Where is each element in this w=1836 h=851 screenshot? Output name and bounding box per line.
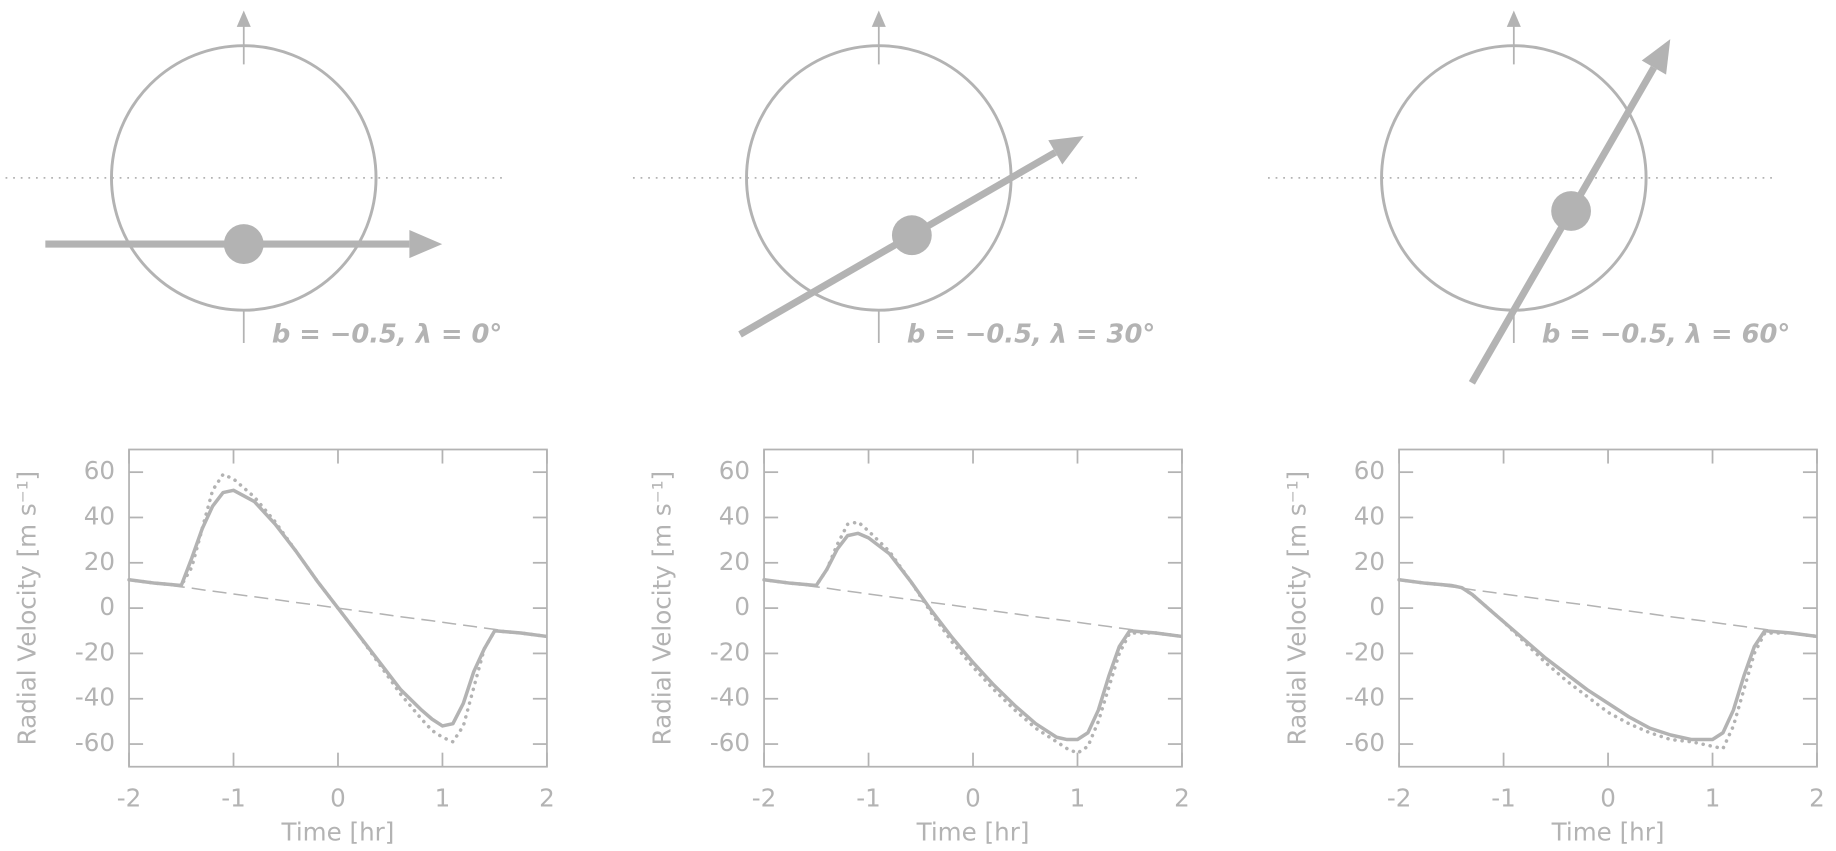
track-arrowhead — [409, 230, 443, 259]
track-arrowhead — [1048, 135, 1084, 165]
x-tick-label: -1 — [856, 783, 881, 812]
y-tick-label: -20 — [75, 637, 115, 666]
y-tick-label: 40 — [719, 501, 750, 530]
x-axis-label: Time [hr] — [281, 817, 395, 846]
x-axis-label: Time [hr] — [1551, 817, 1665, 846]
y-tick-label: 0 — [99, 592, 115, 621]
x-tick-label: 1 — [1705, 783, 1721, 812]
y-tick-label: 40 — [1354, 501, 1385, 530]
y-tick-label: -20 — [710, 637, 750, 666]
y-tick-label: -40 — [710, 683, 750, 712]
y-tick-label: -60 — [710, 728, 750, 757]
y-tick-label: -60 — [1345, 728, 1385, 757]
series-line — [1397, 578, 1819, 751]
x-tick-label: 1 — [1070, 783, 1086, 812]
x-axis-label: Time [hr] — [916, 817, 1030, 846]
y-tick-label: -20 — [1345, 637, 1385, 666]
x-tick-label: -2 — [117, 783, 142, 812]
series-line — [762, 520, 1184, 755]
y-tick-label: -40 — [1345, 683, 1385, 712]
x-tick-label: 0 — [330, 783, 346, 812]
y-tick-label: 0 — [1369, 592, 1385, 621]
x-tick-label: 2 — [1174, 783, 1190, 812]
x-tick-label: 1 — [435, 783, 451, 812]
spin-arrowhead — [1506, 10, 1521, 27]
y-tick-label: 20 — [719, 547, 750, 576]
x-tick-label: 2 — [1809, 783, 1825, 812]
x-tick-label: -1 — [1491, 783, 1516, 812]
x-tick-label: -2 — [1387, 783, 1412, 812]
y-tick-label: 20 — [1354, 547, 1385, 576]
x-tick-label: -1 — [221, 783, 246, 812]
y-tick-label: -40 — [75, 683, 115, 712]
y-tick-label: 60 — [719, 456, 750, 485]
x-tick-label: 0 — [1600, 783, 1616, 812]
y-tick-label: -60 — [75, 728, 115, 757]
annotation: b = −0.5, λ = 60° — [1542, 319, 1790, 349]
spin-arrowhead — [236, 10, 251, 27]
series-line — [763, 579, 1183, 638]
spin-arrowhead — [871, 10, 886, 27]
track-arrowhead — [1641, 39, 1671, 75]
x-tick-label: -2 — [752, 783, 777, 812]
series-line — [128, 488, 548, 728]
x-tick-label: 2 — [539, 783, 555, 812]
y-tick-label: 40 — [84, 501, 115, 530]
series-line — [128, 579, 548, 638]
series-line — [763, 531, 1183, 742]
planet — [891, 215, 932, 256]
y-tick-label: 60 — [84, 456, 115, 485]
y-axis-label: Radial Velocity [m s⁻¹] — [1282, 471, 1311, 746]
annotation: b = −0.5, λ = 30° — [907, 319, 1155, 349]
y-axis-label: Radial Velocity [m s⁻¹] — [12, 471, 41, 746]
planet — [223, 224, 264, 264]
y-tick-label: 60 — [1354, 456, 1385, 485]
annotation: b = −0.5, λ = 0° — [272, 319, 502, 349]
x-tick-label: 0 — [965, 783, 981, 812]
y-tick-label: 0 — [734, 592, 750, 621]
planet — [1551, 191, 1591, 231]
series-line — [1398, 579, 1818, 638]
y-axis-label: Radial Velocity [m s⁻¹] — [647, 471, 676, 746]
series-line — [1398, 578, 1818, 742]
y-tick-label: 20 — [84, 547, 115, 576]
series-line — [127, 472, 549, 744]
